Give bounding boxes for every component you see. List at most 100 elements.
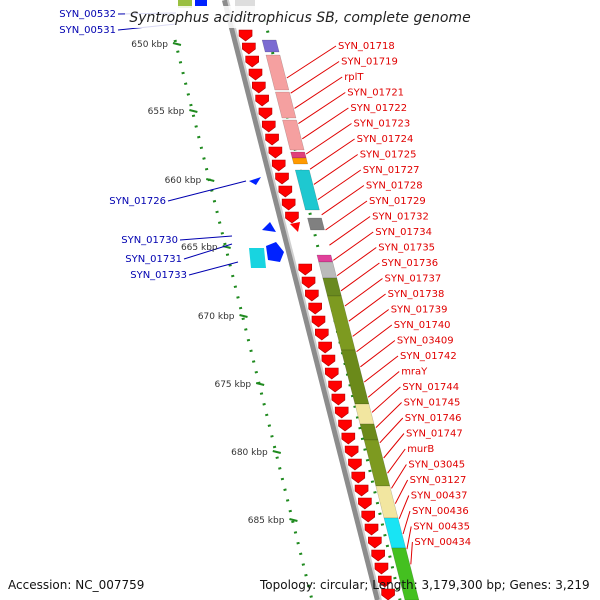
cog-category-block <box>316 254 334 263</box>
gene-label: mraY <box>401 367 428 378</box>
gene-connector-line <box>183 243 233 260</box>
forward-gene-arrow <box>278 185 293 198</box>
backbone-highlight <box>226 0 382 600</box>
forward-gene-arrow <box>242 42 256 55</box>
forward-gene-arrow <box>261 120 276 133</box>
scale-tick-label: 680 kbp <box>231 448 268 458</box>
forward-gene-arrow <box>290 222 300 232</box>
gene-label: SYN_00531 <box>59 25 116 36</box>
cog-category-block <box>249 248 266 268</box>
gene-connector-line <box>298 92 346 125</box>
forward-gene-arrow <box>364 523 379 536</box>
gene-label: SYN_01747 <box>406 429 463 440</box>
gene-label: SYN_01729 <box>369 196 426 207</box>
gene-connector-line <box>398 495 410 519</box>
gene-label: SYN_03127 <box>410 475 467 486</box>
gene-connector-line <box>340 262 380 292</box>
gene-connector-line <box>313 154 358 185</box>
forward-gene-arrow <box>348 458 362 471</box>
gene-connector-line <box>394 479 409 504</box>
gene-connector-line <box>410 541 413 565</box>
scale-tick-label: 670 kbp <box>198 312 235 322</box>
gene-connector-line <box>188 261 239 276</box>
gene-connector-line <box>344 278 383 307</box>
forward-gene-arrow <box>248 68 263 81</box>
gene-connector-line <box>336 247 377 277</box>
gene-connector-line <box>356 324 393 352</box>
forward-gene-arrow <box>341 432 356 445</box>
forward-gene-arrow <box>358 497 372 510</box>
scale-tick <box>255 382 265 386</box>
gene-label: SYN_01718 <box>338 41 395 52</box>
gene-connector-line <box>402 510 411 535</box>
forward-gene-arrow <box>344 445 359 458</box>
gene-label: SYN_01730 <box>121 235 178 246</box>
forward-gene-arrow <box>265 133 279 146</box>
forward-gene-arrow <box>351 471 366 484</box>
scale-tick <box>239 314 248 318</box>
scale-tick-label: 650 kbp <box>131 40 168 50</box>
gene-label: SYN_01740 <box>394 320 451 331</box>
gene-label: SYN_01739 <box>391 305 448 316</box>
cog-category-block <box>294 169 320 211</box>
gene-connector-line <box>325 200 368 231</box>
gene-label: murB <box>407 444 434 455</box>
scale-tick-label: 655 kbp <box>148 107 185 117</box>
gene-label: SYN_01732 <box>372 212 429 223</box>
forward-gene-arrow <box>308 302 322 315</box>
gene-label: SYN_01737 <box>385 274 442 285</box>
forward-gene-arrow <box>285 211 299 224</box>
gene-label: SYN_00437 <box>411 491 468 502</box>
genome-title: Syntrophus aciditrophicus SB, complete g… <box>129 10 470 26</box>
forward-gene-arrow <box>298 263 313 276</box>
gene-label: SYN_01719 <box>341 57 398 68</box>
gene-label: SYN_01744 <box>402 382 459 393</box>
gene-connector-line <box>379 417 404 444</box>
gene-connector-line <box>317 169 362 201</box>
cog-category-block <box>178 0 192 8</box>
gene-label: SYN_01721 <box>347 88 404 99</box>
gene-label: SYN_01722 <box>350 103 407 114</box>
gene-label: SYN_01731 <box>125 254 182 265</box>
forward-gene-arrow <box>354 484 369 497</box>
forward-gene-arrow <box>331 393 346 406</box>
forward-gene-arrow <box>328 380 342 393</box>
scale-tick-label: 675 kbp <box>214 380 251 390</box>
gene-label: SYN_00434 <box>414 537 471 548</box>
scale-tick-label: 665 kbp <box>181 243 218 253</box>
gene-label: SYN_01733 <box>130 270 187 281</box>
gene-connector-line <box>329 216 371 246</box>
scale-tick <box>206 178 215 182</box>
gene-connector-line <box>286 45 337 79</box>
gene-label: rplT <box>344 72 364 83</box>
scale-tick <box>189 109 198 113</box>
gene-connector-line <box>167 180 247 202</box>
forward-gene-arrow <box>361 510 376 523</box>
forward-gene-arrow <box>238 29 253 42</box>
title-backdrop <box>125 6 475 28</box>
reverse-gene-arrow <box>249 177 261 185</box>
cog-category-block <box>359 423 379 441</box>
gene-connector-line <box>383 433 405 459</box>
cog-category-block <box>363 439 391 487</box>
cog-category-block <box>290 151 307 159</box>
forward-gene-arrow <box>301 276 316 289</box>
forward-gene-arrow <box>275 172 289 185</box>
forward-gene-arrow <box>324 367 339 380</box>
cog-category-block <box>322 277 342 297</box>
gene-connector-line <box>352 309 389 337</box>
accession-text: Accession: NC_007759 <box>8 578 145 592</box>
forward-gene-arrow <box>338 419 352 432</box>
gene-connector-line <box>371 386 401 413</box>
forward-gene-arrow <box>377 575 392 588</box>
cog-category-block <box>354 403 375 425</box>
forward-gene-arrow <box>311 315 326 328</box>
cog-category-block <box>275 91 297 119</box>
gene-label: SYN_01735 <box>378 243 435 254</box>
reverse-gene-arrow <box>195 0 207 6</box>
scale-tick-label: 685 kbp <box>248 516 285 526</box>
gene-connector-line <box>309 138 355 170</box>
gene-connector-line <box>364 355 399 383</box>
gene-label: SYN_01725 <box>360 150 417 161</box>
